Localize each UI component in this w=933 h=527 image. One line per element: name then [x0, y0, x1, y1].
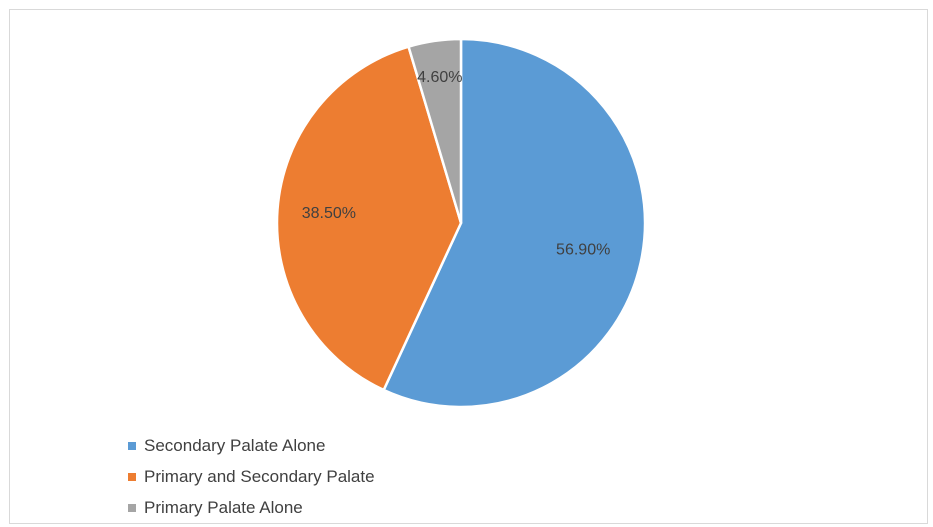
legend-item-primary-and-secondary-palate: Primary and Secondary Palate [128, 461, 375, 492]
legend-swatch [128, 472, 136, 481]
pie-slice-primary-palate-alone [407, 37, 463, 225]
legend-swatch [128, 503, 136, 512]
data-label-secondary-palate-alone: 56.90% [556, 241, 610, 258]
legend-item-secondary-palate-alone: Secondary Palate Alone [128, 430, 375, 461]
chart-area: 56.90% 38.50% 4.60% Secondary Palate Alone… [9, 9, 928, 524]
legend-label: Primary Palate Alone [144, 497, 303, 517]
legend-label: Secondary Palate Alone [144, 435, 326, 455]
legend: Secondary Palate Alone Primary and Secon… [128, 430, 375, 523]
legend-item-primary-palate-alone: Primary Palate Alone [128, 492, 375, 523]
pie-slice-secondary-palate-alone [382, 37, 647, 409]
data-label-primary-palate-alone: 4.60% [417, 69, 462, 86]
legend-swatch [128, 441, 136, 450]
pie-chart: 56.90% 38.50% 4.60% [275, 37, 647, 409]
data-label-primary-and-secondary-palate: 38.50% [302, 205, 356, 222]
pie-slice-primary-and-secondary-palate [275, 45, 463, 392]
legend-label: Primary and Secondary Palate [144, 466, 375, 486]
